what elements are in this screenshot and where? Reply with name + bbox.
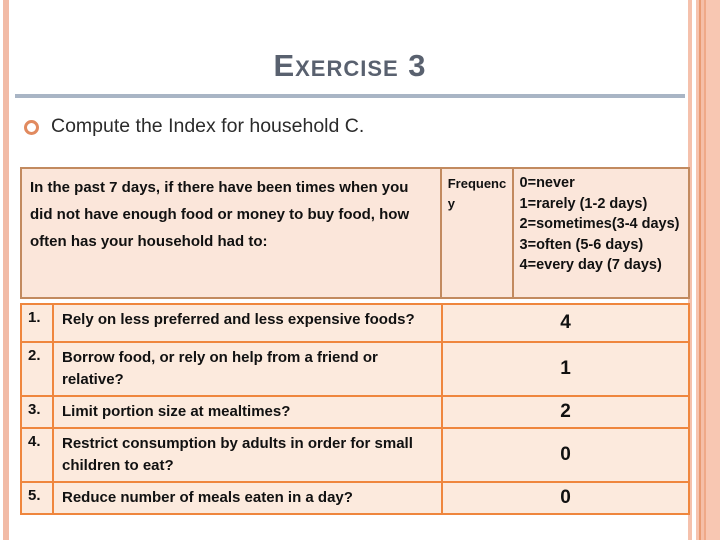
survey-table: In the past 7 days, if there have been t… xyxy=(20,167,690,515)
table-header-row: In the past 7 days, if there have been t… xyxy=(20,167,690,299)
question-cell: Limit portion size at mealtimes? xyxy=(54,397,443,427)
frequency-value-cell: 0 xyxy=(560,487,571,508)
left-accent-stripe xyxy=(3,0,9,540)
row-number-cell: 3. xyxy=(22,397,54,427)
question-intro-cell: In the past 7 days, if there have been t… xyxy=(22,169,442,297)
scale-option: 4=every day (7 days) xyxy=(519,257,662,273)
frequency-value-cell: 1 xyxy=(560,358,571,379)
table-row: 5. Reduce number of meals eaten in a day… xyxy=(22,481,688,513)
question-cell: Rely on less preferred and less expensiv… xyxy=(54,305,443,341)
table-row: 2. Borrow food, or rely on help from a f… xyxy=(22,341,688,395)
table-row: 4. Restrict consumption by adults in ord… xyxy=(22,427,688,481)
frequency-value-cell: 4 xyxy=(560,312,571,333)
row-number-cell: 5. xyxy=(22,483,54,513)
right-accent-band xyxy=(688,0,720,540)
slide-title: Exercise 3 xyxy=(273,48,427,83)
frequency-header-cell: Frequency xyxy=(442,169,514,297)
question-cell: Borrow food, or rely on help from a frie… xyxy=(54,343,443,395)
question-cell: Restrict consumption by adults in order … xyxy=(54,429,443,481)
scale-option: 2=sometimes(3-4 days) xyxy=(519,216,680,232)
title-separator xyxy=(15,94,685,98)
bullet-text: Compute the Index for household C. xyxy=(51,115,365,137)
table-body: 1. Rely on less preferred and less expen… xyxy=(20,303,690,515)
row-number-cell: 2. xyxy=(22,343,54,395)
table-row: 3. Limit portion size at mealtimes? 2 xyxy=(22,395,688,427)
scale-option: 1=rarely (1-2 days) xyxy=(519,195,648,212)
bullet-item: Compute the Index for household C. xyxy=(24,115,364,138)
table-row: 1. Rely on less preferred and less expen… xyxy=(22,305,688,341)
question-cell: Reduce number of meals eaten in a day? xyxy=(54,483,443,513)
scale-option: 0=never xyxy=(519,175,575,191)
circle-bullet-icon xyxy=(24,120,39,135)
row-number-cell: 1. xyxy=(22,305,54,341)
scale-legend-cell: 0=never 1=rarely (1-2 days) 2=sometimes(… xyxy=(514,169,688,297)
row-number-cell: 4. xyxy=(22,429,54,481)
scale-option: 3=often (5-6 days) xyxy=(519,236,644,253)
frequency-value-cell: 2 xyxy=(560,401,571,422)
frequency-value-cell: 0 xyxy=(560,444,571,465)
